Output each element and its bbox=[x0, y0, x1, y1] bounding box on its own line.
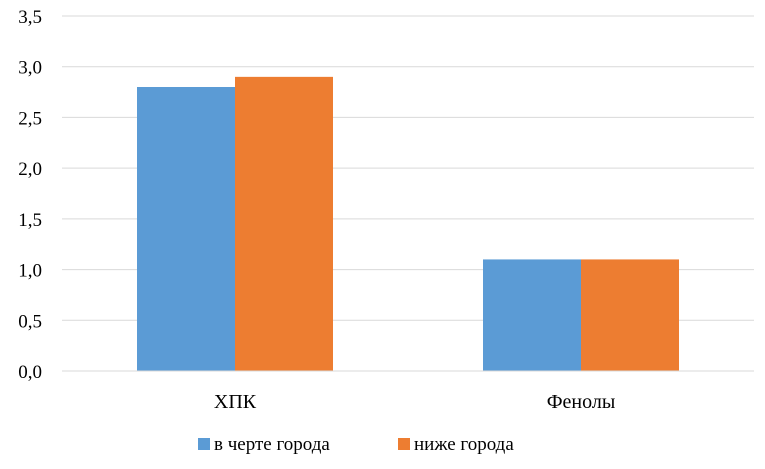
y-tick-label: 2,0 bbox=[18, 159, 42, 180]
x-category-label: ХПК bbox=[214, 391, 257, 413]
x-axis-categories: ХПК Фенолы bbox=[214, 391, 615, 413]
legend: в черте города ниже города bbox=[198, 434, 514, 455]
legend-swatch bbox=[398, 438, 410, 450]
bar bbox=[137, 87, 235, 371]
legend-label: в черте города bbox=[214, 434, 330, 455]
y-tick-label: 3,5 bbox=[18, 7, 42, 28]
bar bbox=[235, 76, 333, 371]
y-tick-label: 1,0 bbox=[18, 261, 42, 282]
y-tick-label: 0,0 bbox=[18, 362, 42, 383]
y-axis-ticks: 0,0 0,5 1,0 1,5 2,0 2,5 3,0 3,5 bbox=[18, 7, 42, 383]
y-tick-label: 2,5 bbox=[18, 108, 42, 129]
bar bbox=[581, 259, 679, 371]
legend-swatch bbox=[198, 438, 210, 450]
bars bbox=[137, 76, 679, 371]
y-tick-label: 3,0 bbox=[18, 58, 42, 79]
y-tick-label: 1,5 bbox=[18, 210, 42, 231]
bar bbox=[483, 259, 581, 371]
legend-label: ниже города bbox=[414, 434, 514, 455]
x-category-label: Фенолы bbox=[547, 391, 616, 413]
y-tick-label: 0,5 bbox=[18, 311, 42, 332]
